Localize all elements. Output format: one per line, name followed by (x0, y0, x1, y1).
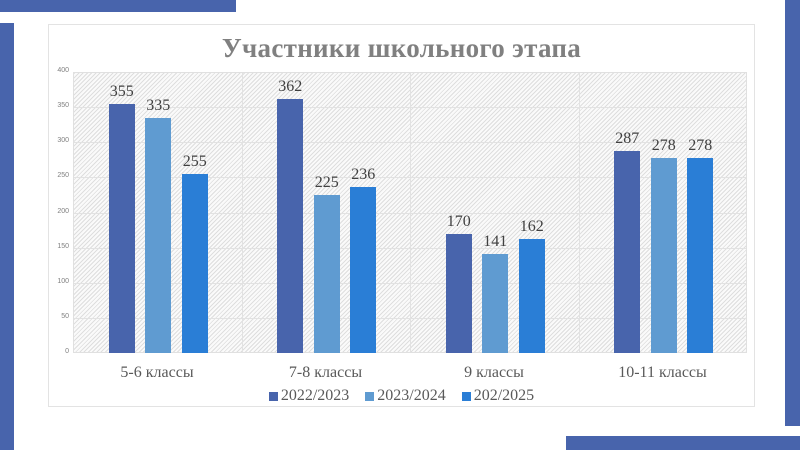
bar-value-label: 278 (688, 136, 713, 154)
bar-value-label: 335 (146, 96, 171, 114)
legend-label: 2023/2024 (377, 387, 446, 404)
category-separator (578, 73, 580, 352)
bar (482, 253, 509, 353)
legend-label: 202/2025 (473, 387, 535, 404)
legend-item: 202/2025 (461, 387, 535, 405)
chart-frame: Участники школьного этапа 355 335 255 362 22… (48, 24, 755, 407)
y-tick-label: 400 (57, 67, 69, 74)
bar-value-label: 162 (519, 218, 544, 236)
bar (614, 151, 641, 353)
y-tick-label: 250 (57, 172, 69, 180)
y-tick-label: 0 (65, 348, 69, 355)
legend-item: 2022/2023 (268, 387, 350, 405)
bar (181, 173, 208, 353)
decor-bar-right (785, 0, 800, 426)
bar-value-label: 236 (351, 166, 376, 184)
bar-value-label: 225 (314, 173, 339, 191)
x-category-label: 10-11 классы (618, 364, 707, 381)
bar-value-label: 278 (651, 136, 676, 154)
plot-area: 355 335 255 362 225 236 170 141 162 287 278 278 (73, 72, 747, 353)
legend-swatch-icon (461, 391, 471, 401)
legend-label: 2022/2023 (280, 387, 350, 404)
bar-value-label: 287 (615, 130, 640, 148)
bar-value-label: 362 (278, 77, 303, 95)
legend-item: 2023/2024 (365, 387, 446, 405)
x-category-label: 5-6 классы (120, 364, 194, 381)
chart-title: Участники школьного этапа (221, 33, 582, 63)
legend: 2022/2023 2023/2024 202/2025 (49, 387, 754, 405)
y-tick-label: 350 (57, 102, 69, 110)
bar-value-label: 141 (483, 232, 508, 250)
y-tick-label: 200 (57, 207, 69, 215)
legend-swatch-icon (365, 391, 375, 401)
bar (350, 187, 377, 353)
bar (145, 117, 172, 353)
legend-swatch-icon (268, 391, 278, 401)
y-tick-label: 50 (61, 312, 69, 320)
bar-value-label: 170 (446, 212, 471, 230)
bar-value-label: 255 (182, 152, 207, 170)
bar (518, 239, 545, 353)
bar (650, 157, 677, 353)
bar (108, 103, 135, 353)
y-tick-label: 100 (57, 277, 69, 285)
bar (687, 157, 714, 353)
x-category-label: 7-8 классы (288, 364, 363, 381)
x-category-label: 9 классы (464, 364, 524, 381)
category-separator (241, 73, 243, 352)
decor-bar-left (0, 23, 14, 450)
y-tick-label: 150 (57, 242, 69, 250)
decor-bar-top (0, 0, 236, 12)
bar (313, 194, 340, 353)
y-tick-label: 300 (57, 137, 69, 145)
category-separator (410, 73, 411, 352)
bar (445, 233, 472, 353)
bar (277, 98, 304, 353)
bar-value-label: 355 (109, 82, 134, 100)
decor-bar-bottom (566, 436, 800, 450)
